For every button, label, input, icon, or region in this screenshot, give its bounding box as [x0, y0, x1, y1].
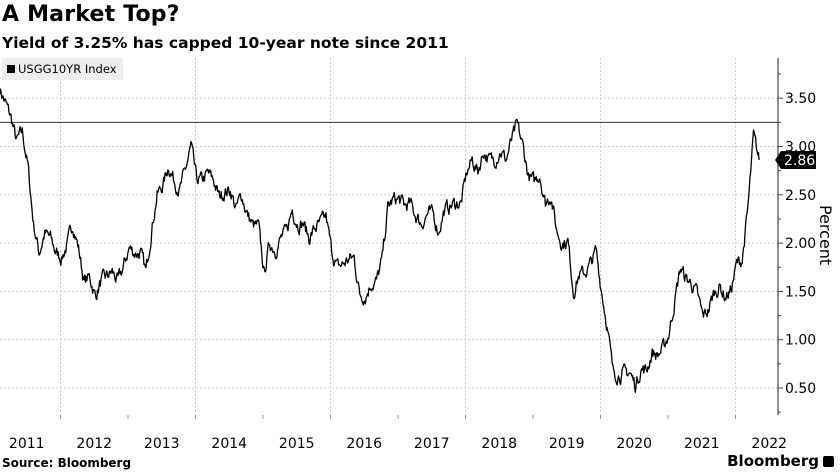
x-tick-label: 2022: [751, 436, 787, 452]
series-line-usgg10yr: [0, 88, 760, 393]
last-value-label: 2.86: [784, 153, 815, 169]
chart-subtitle: Yield of 3.25% has capped 10-year note s…: [2, 34, 449, 52]
brand-name: Bloomberg: [727, 452, 819, 470]
y-tick-label: 3.50: [785, 91, 816, 107]
x-axis: 2011 2012 2013 2014 2015 2016 2017 2018 2019 2020…: [9, 415, 787, 452]
source-note: Source: Bloomberg: [2, 456, 132, 470]
x-tick-label: 2021: [684, 436, 720, 452]
x-tick-label: 2018: [481, 436, 517, 452]
x-tick-label: 2019: [549, 436, 585, 452]
brand-logo: Bloomberg: [727, 452, 834, 470]
x-tick-label: 2014: [211, 436, 247, 452]
x-tick-label: 2016: [346, 436, 382, 452]
legend: USGG10YR Index: [2, 58, 123, 80]
legend-swatch: [7, 65, 15, 73]
y-tick-label: 2.00: [785, 236, 816, 252]
y-tick-label: 1.50: [785, 284, 816, 300]
x-tick-label: 2020: [616, 436, 652, 452]
y-tick-label: 0.50: [785, 381, 816, 397]
gridlines: [0, 58, 778, 415]
chart-title: A Market Top?: [2, 2, 180, 27]
x-tick-label: 2011: [9, 436, 45, 452]
y-axis-label: Percent: [816, 205, 835, 265]
bloomberg-icon: [823, 455, 834, 467]
x-tick-label: 2017: [414, 436, 450, 452]
y-tick-label: 1.00: [785, 333, 816, 349]
x-tick-label: 2015: [279, 436, 315, 452]
legend-label: USGG10YR Index: [18, 62, 117, 76]
x-tick-label: 2013: [144, 436, 180, 452]
y-tick-label: 2.50: [785, 188, 816, 204]
last-value-badge: [775, 151, 816, 170]
x-tick-label: 2012: [76, 436, 112, 452]
series-line-group: [0, 88, 760, 393]
